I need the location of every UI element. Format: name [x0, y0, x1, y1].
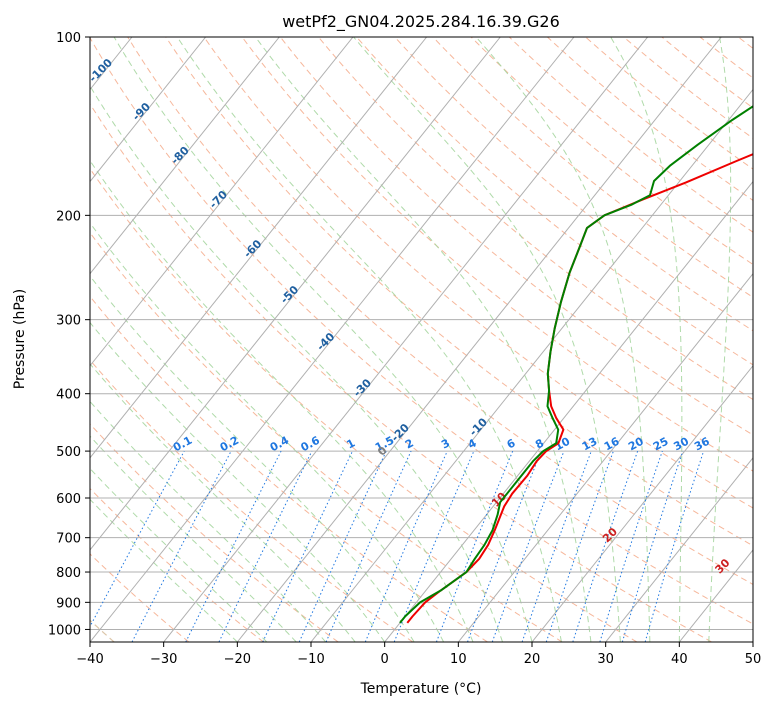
- mixing-ratio-lines: [90, 450, 705, 642]
- mixing-ratio-line: [545, 450, 614, 642]
- moist-adiabat-line: [90, 275, 415, 642]
- isotherm-gridline: [90, 37, 280, 275]
- x-tick-label: −40: [76, 652, 103, 667]
- isotherm-gridlines: [90, 37, 753, 642]
- y-tick-label: 400: [56, 388, 81, 403]
- moist-adiabat-line: [708, 37, 732, 642]
- moist-adiabat-line: [90, 159, 474, 642]
- x-tick-label: 0: [381, 652, 389, 667]
- dry-adiabat-line: [90, 37, 753, 625]
- dry-adiabat-line: [165, 37, 753, 547]
- y-tick-label: 100: [56, 31, 81, 46]
- dry-adiabat-line: [203, 37, 753, 509]
- dry-adiabat-line: [90, 423, 339, 642]
- dry-adiabat-line: [90, 167, 638, 642]
- y-tick-label: 200: [56, 209, 81, 224]
- moist-adiabat-line: [90, 467, 268, 642]
- moist-adiabat-line: [90, 222, 445, 642]
- mixing-ratio-line: [364, 450, 448, 642]
- y-axis-ticks: 100 200 300 400 500 600 700 800 900 1000: [48, 31, 90, 638]
- moist-adiabat-line: [90, 363, 356, 642]
- mixing-ratio-line: [599, 450, 663, 642]
- y-tick-label: 600: [56, 492, 81, 507]
- moist-adiabat-line: [255, 37, 592, 642]
- moist-adiabat-line: [90, 85, 504, 642]
- sounding-series: [399, 105, 753, 624]
- y-tick-label: 300: [56, 314, 81, 329]
- dry-adiabat-line: [90, 231, 563, 642]
- x-tick-label: 10: [450, 652, 467, 667]
- isotherm-gridline: [605, 457, 753, 642]
- moist-adiabat-line: [353, 37, 621, 642]
- isotherm-gridline: [384, 180, 753, 642]
- moist-adiabat-line: [475, 37, 651, 642]
- mixing-ratio-line: [90, 450, 185, 628]
- isotherm-gridline: [90, 37, 575, 642]
- dry-adiabat-line: [356, 37, 753, 366]
- moist-adiabat-line: [90, 321, 386, 642]
- y-tick-label: 700: [56, 532, 81, 547]
- isotherm-gridline: [236, 37, 722, 642]
- dry-adiabat-line: [127, 37, 753, 585]
- isotherm-gridline: [163, 37, 649, 642]
- y-tick-label: 500: [56, 445, 81, 460]
- moist-adiabat-line: [176, 37, 562, 642]
- mixing-ratio-line: [521, 450, 592, 642]
- mixing-ratio-line: [621, 450, 684, 642]
- mixing-ratio-label: 16: [602, 435, 622, 454]
- mixing-ratio-line: [325, 450, 412, 642]
- x-tick-label: −30: [150, 652, 177, 667]
- mixing-ratio-label: 30: [671, 435, 691, 454]
- mixing-ratio-line: [435, 450, 514, 642]
- y-tick-label: 800: [56, 566, 81, 581]
- moist-adiabat-line: [90, 498, 238, 642]
- mixing-ratio-line: [185, 450, 282, 642]
- dry-adiabat-line: [90, 103, 712, 642]
- moist-adiabat-line: [610, 37, 683, 642]
- mixing-ratio-line: [644, 450, 705, 642]
- mixing-ratio-label: 20: [626, 435, 646, 454]
- x-axis-ticks: −40 −30 −20 −10 0 10 20 30 40 50: [76, 642, 761, 667]
- mixing-ratio-label: 25: [651, 435, 671, 454]
- mixing-ratio-line: [491, 450, 565, 642]
- y-axis-label: Pressure (hPa): [12, 289, 28, 389]
- x-axis-label: Temperature (°C): [360, 681, 482, 697]
- mixing-ratio-line: [467, 450, 542, 642]
- isotherm-gridline: [90, 37, 354, 367]
- isotherm-gridline: [90, 37, 501, 551]
- dry-adiabat-line: [394, 37, 753, 332]
- isotherm-gridline: [531, 364, 753, 642]
- mixing-ratio-label: 36: [692, 435, 712, 454]
- x-tick-label: −20: [224, 652, 251, 667]
- y-tick-label: 900: [56, 596, 81, 611]
- dry-adiabat-line: [318, 37, 753, 401]
- plot-frame: [89, 36, 754, 643]
- x-tick-label: 20: [524, 652, 541, 667]
- dewpoint-line: [399, 105, 753, 624]
- isotherm-gridline: [90, 37, 428, 459]
- mixing-ratio-label: 13: [580, 435, 600, 454]
- moist-adiabat-line: [90, 435, 297, 642]
- dry-adiabat-line: [90, 553, 190, 642]
- x-tick-label: 40: [671, 652, 688, 667]
- y-tick-label: 1000: [48, 623, 81, 638]
- x-tick-label: 30: [597, 652, 614, 667]
- x-tick-label: 50: [745, 652, 762, 667]
- x-tick-label: −10: [297, 652, 324, 667]
- chart-title: wetPf2_GN04.2025.284.16.39.G26: [282, 12, 560, 32]
- isotherm-gridline: [90, 37, 207, 183]
- isotherm-gridline: [457, 272, 753, 642]
- mixing-ratio-line: [572, 450, 639, 642]
- plot-area: -100-90-80-70-60-50-40-30-20 -10 0.1 0.2 0.…: [90, 37, 753, 642]
